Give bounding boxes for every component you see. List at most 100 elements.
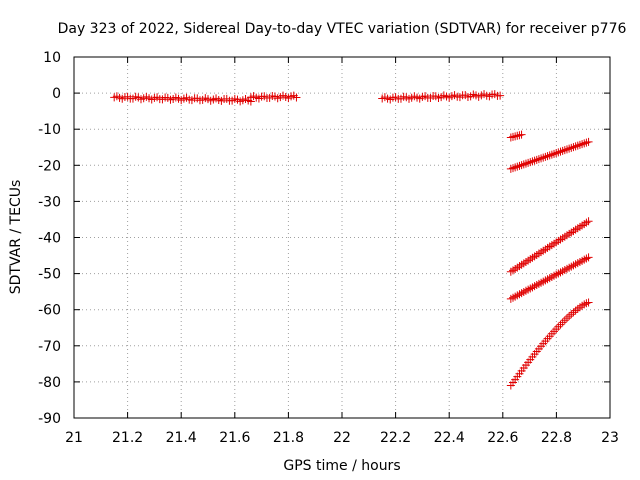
data-point — [558, 234, 567, 243]
y-tick-label: -90 — [38, 411, 61, 427]
y-tick-label: 10 — [43, 50, 61, 66]
y-tick-label: 0 — [52, 86, 61, 102]
data-point — [558, 146, 567, 155]
data-point — [513, 162, 522, 171]
data-point — [560, 146, 569, 155]
x-tick-labels: 21 21.2 21.4 21.6 21.8 22 22.2 22.4 22.6 22.8 23 — [65, 430, 619, 446]
data-point — [569, 227, 578, 236]
data-point — [565, 263, 574, 272]
data-point — [575, 222, 584, 231]
data-point — [573, 304, 582, 313]
x-tick-label: 21.8 — [273, 430, 304, 446]
data-point — [532, 155, 541, 164]
y-tick-labels: 10 0 -10 -20 -30 -40 -50 -60 -70 -80 -90 — [38, 50, 61, 427]
data-point — [575, 257, 584, 266]
data-point — [530, 282, 539, 291]
data-point — [556, 147, 565, 156]
data-point — [562, 314, 571, 323]
data-point — [573, 224, 582, 233]
data-point — [550, 271, 559, 280]
data-point — [545, 274, 554, 283]
data-point — [573, 141, 582, 150]
data-point — [552, 238, 561, 247]
x-tick-label: 22.4 — [434, 430, 465, 446]
chart-title: Day 323 of 2022, Sidereal Day-to-day VTE… — [58, 21, 627, 37]
data-point — [554, 236, 563, 245]
data-point — [547, 150, 556, 159]
data-point — [541, 152, 550, 161]
data-point — [554, 269, 563, 278]
data-point — [569, 143, 578, 152]
data-point — [560, 266, 569, 275]
data-point — [530, 252, 539, 261]
x-tick-label: 21.6 — [219, 430, 250, 446]
data-point — [565, 229, 574, 238]
data-point — [511, 132, 520, 141]
data-point — [556, 235, 565, 244]
data-point — [567, 143, 576, 152]
x-tick-label: 22.2 — [380, 430, 411, 446]
data-point — [547, 241, 556, 250]
data-point — [517, 260, 526, 269]
data-point — [508, 293, 517, 302]
data-point — [578, 140, 587, 149]
x-tick-label: 21.2 — [112, 430, 143, 446]
data-point — [517, 161, 526, 170]
data-point — [506, 133, 515, 142]
data-point — [515, 262, 524, 271]
data-point — [545, 151, 554, 160]
y-tick-label: -60 — [38, 303, 61, 319]
x-tick-label: 22 — [333, 430, 351, 446]
data-point — [575, 303, 584, 312]
data-point — [571, 260, 580, 269]
data-point — [558, 318, 567, 327]
data-point — [584, 298, 593, 307]
data-point — [506, 294, 515, 303]
data-point — [515, 131, 524, 140]
data-point — [554, 148, 563, 157]
x-tick-label: 23 — [601, 430, 619, 446]
data-point — [562, 145, 571, 154]
data-point — [292, 93, 301, 102]
data-point — [506, 164, 515, 173]
data-point — [513, 291, 522, 300]
data-point — [534, 249, 543, 258]
data-point — [517, 130, 526, 139]
data-point — [526, 284, 535, 293]
data-point — [554, 322, 563, 331]
data-point — [519, 160, 528, 169]
data-point — [571, 225, 580, 234]
data-point — [567, 228, 576, 237]
data-point — [582, 138, 591, 147]
data-point — [539, 277, 548, 286]
data-point — [539, 246, 548, 255]
y-tick-label: -80 — [38, 375, 61, 391]
data-point — [547, 272, 556, 281]
data-point — [528, 157, 537, 166]
data-point — [560, 232, 569, 241]
data-point — [506, 267, 515, 276]
grid-lines — [74, 57, 610, 418]
y-tick-label: -10 — [38, 122, 61, 138]
data-point — [571, 306, 580, 315]
data-point — [524, 285, 533, 294]
data-point — [521, 159, 530, 168]
y-tick-label: -40 — [38, 231, 61, 247]
data-point — [552, 270, 561, 279]
data-point — [562, 264, 571, 273]
data-point — [575, 140, 584, 149]
data-point — [580, 220, 589, 229]
data-point — [543, 152, 552, 161]
data-point — [578, 301, 587, 310]
data-point — [508, 132, 517, 141]
data-point — [515, 161, 524, 170]
x-tick-label: 22.6 — [487, 430, 518, 446]
data-point — [584, 137, 593, 146]
data-point — [580, 139, 589, 148]
data-point — [571, 142, 580, 151]
x-tick-label: 21 — [65, 430, 83, 446]
y-axis-label: SDTVAR / TECUs — [8, 180, 24, 295]
data-point — [580, 300, 589, 309]
data-point — [541, 245, 550, 254]
data-point — [513, 131, 522, 140]
